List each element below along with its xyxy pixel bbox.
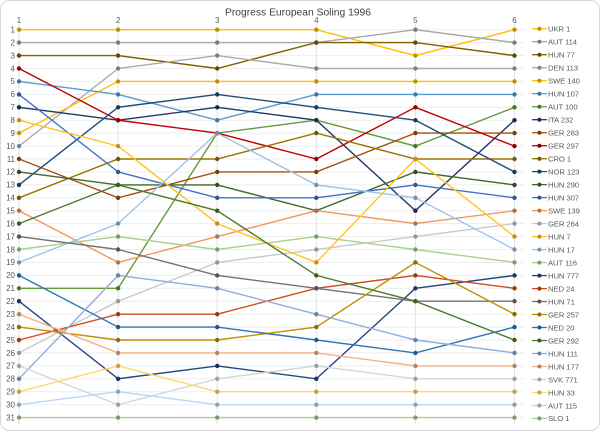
svg-text:HUN 111: HUN 111 xyxy=(548,349,578,358)
svg-text:24: 24 xyxy=(6,323,15,332)
svg-text:4: 4 xyxy=(314,16,319,25)
svg-text:5: 5 xyxy=(11,77,16,86)
svg-text:2: 2 xyxy=(11,38,16,47)
svg-text:26: 26 xyxy=(6,349,15,358)
svg-text:23: 23 xyxy=(6,310,15,319)
svg-text:GER 292: GER 292 xyxy=(548,336,579,345)
svg-text:3: 3 xyxy=(215,16,220,25)
svg-text:10: 10 xyxy=(6,142,15,151)
svg-text:20: 20 xyxy=(6,271,15,280)
svg-text:19: 19 xyxy=(6,258,15,267)
svg-text:3: 3 xyxy=(11,51,16,60)
svg-text:14: 14 xyxy=(6,194,15,203)
svg-text:2: 2 xyxy=(116,16,121,25)
svg-text:17: 17 xyxy=(6,232,15,241)
svg-text:7: 7 xyxy=(11,103,16,112)
svg-text:27: 27 xyxy=(6,362,15,371)
svg-text:HUN 77: HUN 77 xyxy=(548,51,575,60)
svg-text:16: 16 xyxy=(6,219,15,228)
svg-text:UKR 1: UKR 1 xyxy=(548,25,570,34)
svg-text:6: 6 xyxy=(512,16,517,25)
svg-text:SWE 140: SWE 140 xyxy=(548,77,580,86)
svg-text:SLO 1: SLO 1 xyxy=(548,414,569,423)
svg-text:12: 12 xyxy=(6,168,15,177)
svg-text:25: 25 xyxy=(6,336,15,345)
svg-text:NED 24: NED 24 xyxy=(548,284,575,293)
svg-text:AUT 100: AUT 100 xyxy=(548,103,578,112)
svg-text:SWE 139: SWE 139 xyxy=(548,206,580,215)
svg-text:11: 11 xyxy=(7,155,16,164)
svg-text:HUN 107: HUN 107 xyxy=(548,90,579,99)
svg-text:4: 4 xyxy=(11,64,16,73)
svg-text:HUN 71: HUN 71 xyxy=(548,297,575,306)
svg-text:HUN 33: HUN 33 xyxy=(548,388,575,397)
svg-text:21: 21 xyxy=(6,284,15,293)
svg-text:15: 15 xyxy=(6,207,15,216)
svg-text:ITA 232: ITA 232 xyxy=(548,116,573,125)
svg-text:HUN 17: HUN 17 xyxy=(548,245,575,254)
svg-text:SVK 771: SVK 771 xyxy=(548,375,578,384)
svg-text:30: 30 xyxy=(6,401,15,410)
svg-text:NOR 123: NOR 123 xyxy=(548,167,579,176)
svg-text:AUT 116: AUT 116 xyxy=(548,258,577,267)
svg-text:CRO 1: CRO 1 xyxy=(548,155,571,164)
svg-text:13: 13 xyxy=(6,181,15,190)
svg-text:22: 22 xyxy=(6,297,15,306)
svg-text:DEN 113: DEN 113 xyxy=(548,64,578,73)
svg-text:HUN 177: HUN 177 xyxy=(548,362,579,371)
svg-text:GER 283: GER 283 xyxy=(548,129,579,138)
svg-text:HUN 290: HUN 290 xyxy=(548,180,579,189)
svg-text:31: 31 xyxy=(6,413,15,422)
svg-text:29: 29 xyxy=(6,388,15,397)
svg-text:9: 9 xyxy=(11,129,16,138)
svg-text:AUT 114: AUT 114 xyxy=(548,38,578,47)
svg-text:AUT 115: AUT 115 xyxy=(548,401,577,410)
svg-text:1: 1 xyxy=(17,16,22,25)
svg-text:28: 28 xyxy=(6,375,15,384)
svg-text:5: 5 xyxy=(413,16,418,25)
svg-text:1: 1 xyxy=(11,26,16,35)
svg-text:18: 18 xyxy=(6,245,15,254)
svg-text:GER 264: GER 264 xyxy=(548,219,580,228)
svg-text:NED 20: NED 20 xyxy=(548,323,574,332)
svg-text:6: 6 xyxy=(11,90,16,99)
svg-text:8: 8 xyxy=(11,116,16,125)
svg-text:Progress European Soling 1996: Progress European Soling 1996 xyxy=(225,8,371,19)
svg-text:GER 257: GER 257 xyxy=(548,310,579,319)
svg-text:HUN 307: HUN 307 xyxy=(548,193,579,202)
svg-text:HUN 7: HUN 7 xyxy=(548,232,571,241)
svg-text:HUN 777: HUN 777 xyxy=(548,271,579,280)
svg-text:GER 297: GER 297 xyxy=(548,142,579,151)
